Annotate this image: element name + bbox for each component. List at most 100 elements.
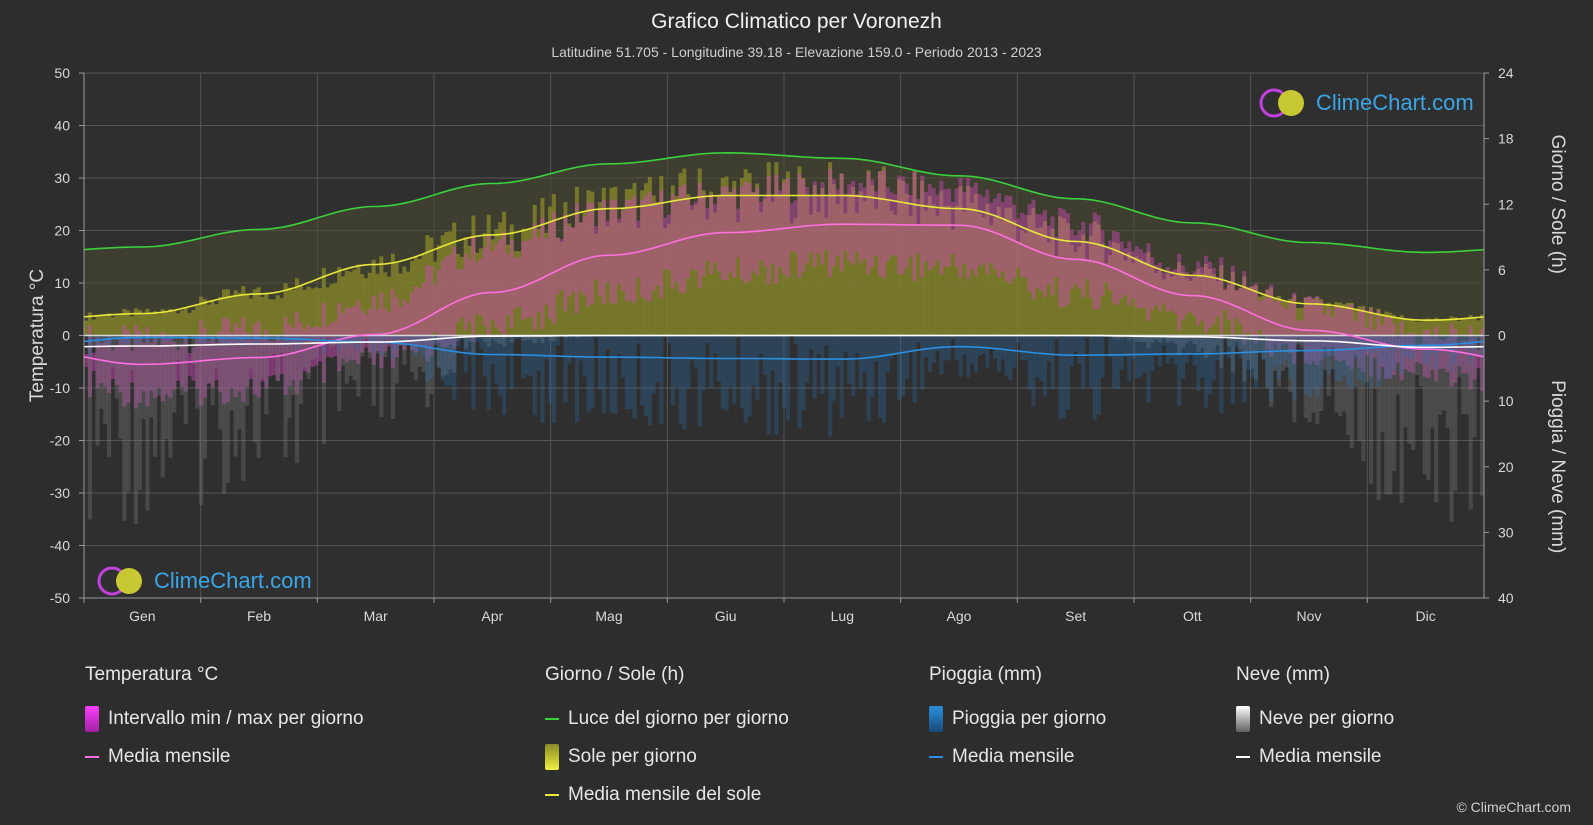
daylight-bar — [329, 214, 334, 336]
sun-bar — [897, 179, 902, 336]
daylight-bar — [99, 248, 104, 336]
snow-bar — [1242, 335, 1247, 382]
temp-range-bar — [199, 320, 204, 407]
sun-bar — [1058, 216, 1063, 336]
temp-range-bar — [1134, 246, 1140, 308]
sun-bar — [463, 237, 468, 336]
sun-bar — [973, 193, 978, 336]
daylight-bar — [153, 246, 158, 336]
x-tick-label: Set — [1065, 608, 1086, 624]
rain-bar — [1092, 335, 1097, 420]
temp-range-bar — [1353, 321, 1358, 355]
rain-bar — [260, 335, 265, 339]
sun-bar — [889, 210, 894, 336]
logo-top[interactable]: ClimeChart.com — [1258, 86, 1474, 120]
temp-range-bar — [958, 177, 963, 278]
sun-bar — [383, 272, 388, 336]
rain-bar — [1250, 335, 1255, 378]
snow-bar — [245, 335, 250, 406]
snow-bar — [521, 335, 526, 341]
temp-range-bar — [114, 345, 119, 386]
sun-bar — [283, 283, 288, 336]
temp-range-bar — [559, 239, 564, 290]
rain-bar — [1196, 335, 1201, 391]
temp-range-bar — [954, 188, 959, 268]
sun-bar — [528, 227, 534, 336]
daylight-bar — [264, 229, 269, 336]
daylight-bar — [1215, 224, 1220, 336]
legend-snow: Neve (mm) Neve per giorno Media mensile — [1236, 664, 1394, 776]
sun-bar — [1418, 321, 1423, 336]
y-right-tick-label: 0 — [1498, 328, 1506, 344]
daylight-bar — [398, 204, 403, 336]
sun-bar — [521, 228, 526, 336]
snow-bar — [302, 335, 307, 368]
rain-bar — [1184, 335, 1189, 363]
daylight-bar — [1345, 244, 1351, 336]
x-tick-label: Dic — [1416, 608, 1436, 624]
sun-bar — [1288, 298, 1293, 336]
rain-bar — [383, 335, 388, 341]
sun-bar — [429, 237, 434, 336]
temp-range-bar — [271, 341, 277, 376]
sun-bar — [206, 304, 211, 336]
rain-bar — [1345, 335, 1351, 386]
rain-bar — [920, 335, 925, 390]
rain-bar — [302, 335, 307, 340]
daylight-bar — [1257, 234, 1262, 336]
rain-bar — [329, 335, 334, 338]
sun-bar — [133, 308, 138, 336]
snow-bar — [1395, 335, 1400, 395]
rain-bar — [1414, 335, 1420, 344]
rain-bar — [1004, 335, 1009, 377]
daylight-bar — [279, 227, 284, 336]
sun-bar — [241, 286, 246, 336]
temp-range-bar — [360, 310, 365, 353]
sun-bar — [1261, 295, 1266, 336]
temp-range-bar — [1196, 261, 1201, 326]
temp-range-bar — [1426, 329, 1431, 378]
sun-bar — [1391, 314, 1397, 336]
sun-bar — [1395, 318, 1400, 336]
snow-bar — [1215, 335, 1220, 345]
daylight-bar — [1368, 247, 1374, 336]
snow-bar — [149, 335, 154, 418]
rain-bar — [770, 335, 775, 371]
daylight-bar — [1299, 242, 1305, 336]
snow-bar — [1449, 335, 1454, 522]
daylight-bar — [1464, 250, 1469, 336]
rain-bar — [1476, 335, 1481, 339]
sun-bar — [1453, 317, 1458, 336]
temp-range-bar — [498, 239, 503, 332]
temp-range-bar — [191, 347, 196, 381]
temp-range-bar — [1460, 340, 1466, 373]
sun-bar — [970, 202, 975, 336]
temp-range-bar — [1464, 340, 1469, 374]
rain-bar — [1368, 335, 1374, 388]
snow-bar — [1204, 335, 1209, 359]
daylight-bar — [268, 229, 273, 336]
sun-bar — [1292, 294, 1297, 336]
rain-bar — [1322, 335, 1328, 359]
sun-bar — [571, 227, 576, 336]
sun-bar — [425, 235, 430, 336]
rain-bar — [1441, 335, 1446, 351]
snow-bar — [383, 335, 388, 358]
temp-range-bar — [808, 196, 814, 253]
rain-bar — [1169, 335, 1174, 358]
rain-bar — [947, 335, 952, 361]
snow-mean-line — [83, 334, 1485, 349]
logo-bottom[interactable]: ClimeChart.com — [96, 564, 312, 598]
sun-bar — [682, 168, 687, 336]
rain-bar — [820, 335, 825, 394]
temp-range-bar — [1445, 337, 1450, 372]
sun-bar — [1115, 243, 1120, 336]
snow-bar — [448, 335, 453, 370]
rain-bar — [1265, 335, 1270, 388]
sun-bar — [732, 181, 737, 336]
temp-range-bar — [383, 308, 388, 352]
rain-bar — [1284, 335, 1289, 361]
sun-bar — [935, 216, 940, 336]
snow-bar — [525, 335, 530, 340]
daylight-bar — [160, 245, 165, 336]
